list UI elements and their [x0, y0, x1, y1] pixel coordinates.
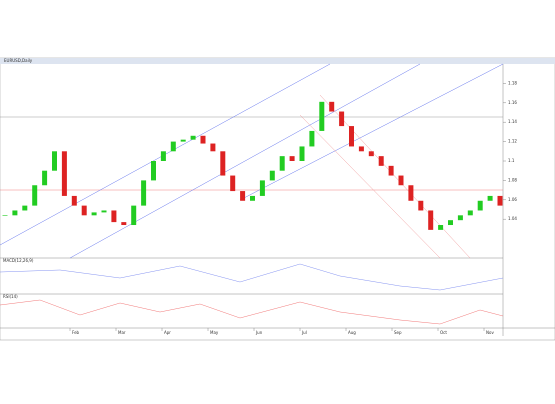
- candle: [101, 210, 107, 213]
- candle: [497, 195, 503, 206]
- candle: [32, 185, 38, 206]
- y-tick-label: 1.08: [508, 177, 517, 182]
- candle: [279, 156, 285, 171]
- x-tick-label: Sep: [394, 330, 402, 335]
- candle: [42, 170, 48, 186]
- channel-line: [69, 63, 421, 259]
- candle: [368, 151, 374, 157]
- candle: [289, 156, 295, 161]
- channel-line: [319, 94, 471, 259]
- candle: [309, 130, 315, 147]
- candle: [151, 161, 156, 181]
- y-tick-label: 1.12: [508, 139, 517, 144]
- candle: [250, 195, 255, 201]
- candle: [190, 135, 196, 140]
- candle: [2, 215, 8, 216]
- x-tick-label: Apr: [164, 330, 171, 335]
- candle: [121, 222, 127, 226]
- channel-line: [239, 63, 504, 201]
- pane-label: RSI(14): [3, 294, 18, 299]
- candle: [160, 151, 166, 161]
- candle: [428, 210, 434, 230]
- y-tick-label: 1.18: [508, 80, 517, 85]
- candle: [259, 180, 265, 196]
- pane-label: MACD(12,26,9): [3, 258, 34, 263]
- candle: [418, 200, 424, 211]
- x-tick-label: Aug: [348, 330, 356, 335]
- candle: [457, 215, 463, 221]
- candle: [467, 210, 473, 216]
- candle: [487, 195, 493, 201]
- y-tick-label: 1.04: [508, 216, 517, 221]
- candle: [339, 111, 345, 127]
- candle: [329, 101, 335, 112]
- candle: [220, 151, 226, 176]
- candle: [210, 143, 216, 152]
- candle: [12, 210, 18, 216]
- candle: [180, 139, 186, 142]
- candle: [448, 220, 453, 226]
- x-tick-label: Nov: [486, 330, 494, 335]
- x-tick-label: May: [210, 330, 219, 335]
- candle: [61, 151, 67, 196]
- candle: [200, 135, 206, 144]
- candle: [388, 165, 394, 176]
- candle: [230, 175, 236, 192]
- candle: [170, 141, 176, 152]
- candle: [299, 146, 305, 161]
- title-bar: [0, 58, 555, 64]
- x-tick-label: Feb: [72, 330, 80, 335]
- candle: [81, 205, 87, 216]
- candle: [398, 175, 404, 186]
- candle: [319, 101, 325, 131]
- indicator-line: [0, 263, 504, 291]
- y-tick-label: 1.14: [508, 119, 517, 124]
- candle: [358, 146, 364, 152]
- candle: [22, 205, 28, 211]
- chart-window: [0, 57, 555, 341]
- candle: [141, 180, 147, 206]
- channel-line: [299, 114, 441, 259]
- candle: [378, 156, 384, 166]
- window-title: EURUSD,Daily: [4, 58, 33, 63]
- candle: [477, 200, 483, 211]
- candle: [269, 170, 275, 181]
- y-tick-label: 1.1: [508, 158, 515, 163]
- candle: [408, 185, 414, 201]
- x-tick-label: Jun: [255, 330, 263, 335]
- indicator-line: [0, 299, 504, 325]
- candle: [91, 212, 97, 216]
- y-tick-label: 1.06: [508, 197, 517, 202]
- candle: [52, 151, 57, 171]
- candle: [71, 195, 77, 206]
- candle: [111, 210, 117, 223]
- y-tick-label: 1.16: [508, 100, 517, 105]
- x-tick-label: Jul: [301, 330, 307, 335]
- candle: [349, 126, 354, 147]
- candle: [240, 191, 246, 201]
- x-tick-label: Mar: [118, 330, 126, 335]
- candle: [438, 225, 444, 230]
- x-tick-label: Oct: [440, 330, 447, 335]
- candle: [131, 205, 137, 226]
